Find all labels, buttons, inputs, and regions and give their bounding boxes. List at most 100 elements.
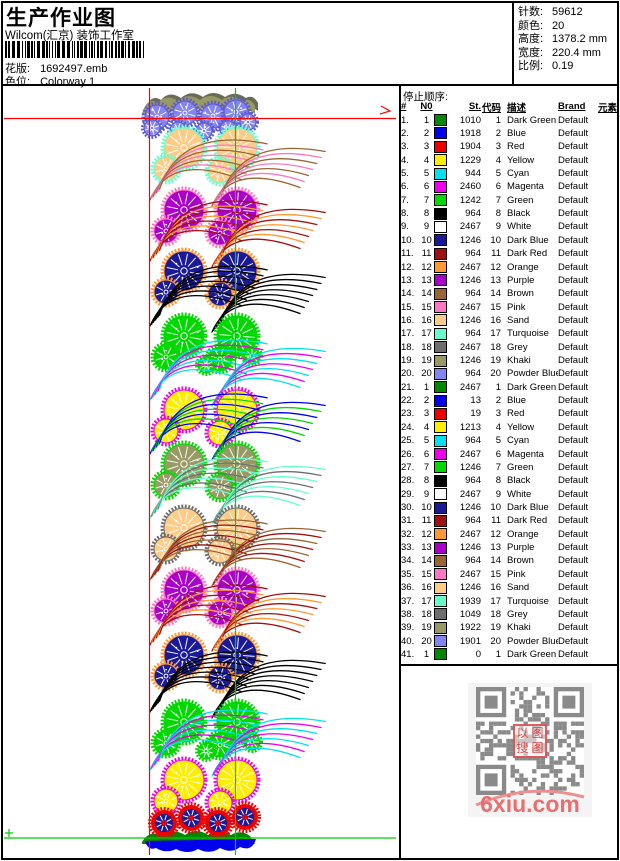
barcode-bar [42, 41, 45, 58]
barcode-bar [91, 41, 93, 58]
color-sequence-row: 13. 13 1246 13 Purple Default [401, 274, 618, 287]
table-cell: Khaki [507, 355, 531, 367]
watermark-swoosh [475, 789, 585, 807]
table-cell: 8 [495, 475, 501, 487]
table-cell: Khaki [507, 622, 531, 634]
table-cell: Default [558, 515, 589, 527]
barcode-bar [55, 41, 56, 58]
feather-fan [149, 457, 268, 519]
table-header-cell: 描述 [507, 102, 527, 114]
feather-fan [211, 273, 326, 333]
table-cell: Default [558, 582, 589, 594]
table-cell: 1246 [459, 355, 481, 367]
pattern-file-label: 花版: [5, 63, 31, 75]
swatch-cell [434, 474, 450, 487]
barcode-bar [132, 41, 135, 58]
swatch-cell [434, 501, 450, 514]
thread-color-swatch [434, 501, 447, 514]
table-cell: Default [558, 208, 589, 220]
table-cell: Default [558, 608, 589, 620]
table-cell: 14 [421, 288, 432, 300]
table-cell: Default [558, 248, 589, 260]
table-cell: 2467 [459, 341, 481, 353]
table-cell: 5. [401, 168, 409, 179]
bottom-scallop-flower [175, 802, 207, 834]
swatch-cell [434, 314, 450, 327]
table-cell: 32. [401, 528, 415, 540]
thread-color-swatch [434, 180, 447, 193]
table-cell: 4 [423, 154, 430, 166]
table-cell: Default [558, 448, 589, 460]
table-cell: 33. [401, 542, 415, 554]
table-cell: 3 [423, 408, 430, 420]
table-header-cell: Brand [558, 101, 586, 112]
table-cell: 7 [495, 194, 501, 206]
table-cell: 1 [495, 114, 501, 126]
table-cell: 6 [495, 448, 501, 460]
color-sequence-row: 9. 9 2467 9 White Default [401, 220, 618, 233]
table-cell: Default [558, 234, 589, 246]
table-cell: Dark Red [507, 515, 548, 527]
table-cell: Grey [507, 608, 528, 620]
table-cell: 2467 [459, 261, 481, 273]
color-sequence-row: 3. 3 1904 3 Red Default [401, 140, 618, 153]
barcode-bar [94, 41, 95, 58]
table-cell: 1918 [459, 127, 481, 139]
table-cell: Purple [507, 274, 535, 286]
feather-fan [149, 651, 268, 713]
table-cell: 27. [401, 461, 415, 473]
table-cell: 1213 [459, 421, 481, 433]
swatch-cell [434, 194, 450, 207]
color-sequence-row: 8. 8 964 8 Black Default [401, 207, 618, 220]
swatch-cell [434, 140, 450, 153]
table-cell: Dark Green [507, 381, 557, 393]
thread-color-swatch [434, 608, 447, 621]
barcode-bar [77, 41, 79, 58]
color-sequence-row: 25. 5 964 5 Cyan Default [401, 434, 618, 447]
design-info-box: 针数: 59612 颜色: 20 高度: 1378.2 mm 宽度: 220.4 mm … [518, 6, 607, 74]
barcode-bar [62, 41, 65, 58]
thread-color-swatch [434, 341, 447, 354]
table-cell: 21. [401, 381, 415, 393]
bottom-scallop-flower [202, 807, 234, 839]
table-cell: Default [558, 421, 589, 433]
table-header-row: # N0 St. 代码 描述 Brand 元素 [401, 100, 618, 114]
thread-color-swatch [434, 220, 447, 233]
color-sequence-row: 11. 11 964 11 Dark Red Default [401, 247, 618, 260]
swatch-cell [434, 554, 450, 567]
table-cell: Blue [507, 395, 527, 407]
feather-fan [149, 393, 268, 455]
table-cell: 18 [421, 341, 432, 353]
table-cell: Default [558, 595, 589, 607]
table-cell: Default [558, 114, 589, 126]
barcode-bar [17, 41, 20, 58]
table-cell: 8 [495, 208, 501, 220]
table-cell: 1922 [459, 622, 481, 634]
table-cell: Default [558, 368, 589, 380]
swatch-cell [434, 327, 450, 340]
table-cell: Default [558, 154, 589, 166]
table-cell: 13 [470, 395, 481, 407]
color-sequence-row: 7. 7 1242 7 Green Default [401, 194, 618, 207]
table-cell: 6 [495, 181, 501, 193]
table-cell: 6 [423, 181, 430, 193]
header-divider [1, 84, 619, 86]
table-cell: 16 [421, 582, 432, 594]
table-cell: 7 [495, 461, 501, 473]
swatch-cell [434, 488, 450, 501]
thread-color-swatch [434, 394, 447, 407]
table-cell: 964 [465, 328, 481, 340]
barcode-bar [84, 41, 87, 58]
table-cell: 22. [401, 395, 415, 407]
table-cell: 4. [401, 154, 409, 166]
table-cell: Default [558, 194, 589, 206]
table-cell: 2460 [459, 181, 481, 193]
table-cell: 17 [490, 595, 501, 607]
table-cell: 23. [401, 408, 415, 420]
table-cell: 3. [401, 141, 409, 153]
thread-color-swatch [434, 434, 447, 447]
height-line: 高度: 1378.2 mm [518, 33, 608, 46]
table-cell: 15 [421, 568, 432, 580]
thread-color-swatch [434, 514, 447, 527]
